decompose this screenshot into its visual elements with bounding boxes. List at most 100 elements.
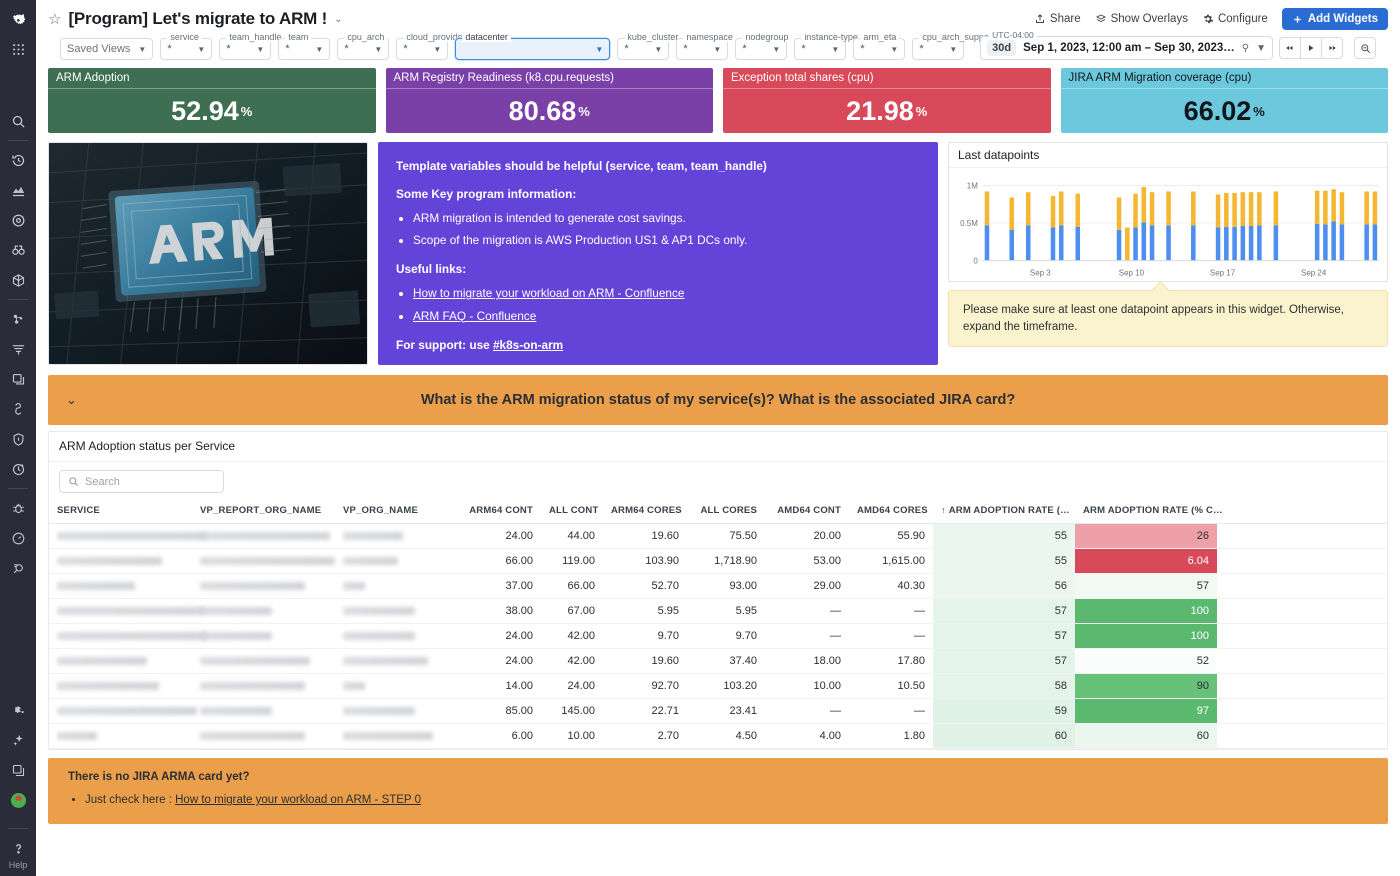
monitors-icon[interactable] (5, 207, 31, 233)
chart-plot-area[interactable]: 0 0.5M 1M Sep 3 Sep 10 Sep 17 Sep 24 (949, 168, 1387, 282)
kpi-value-row: 80.68% (386, 89, 714, 133)
profiler-icon[interactable] (5, 525, 31, 551)
template-var-nodegroup[interactable]: nodegroup * ▼ (735, 33, 792, 60)
integrations-icon[interactable] (5, 697, 31, 723)
chevron-down-icon[interactable]: ▼ (1256, 42, 1266, 54)
confluence-migrate-link[interactable]: How to migrate your workload on ARM - Co… (413, 286, 685, 301)
last-datapoints-widget: Last datapoints 0 0.5M 1M Sep 3 Sep 10 Sep 17… (948, 142, 1388, 282)
layers-icon (1095, 14, 1106, 23)
notebooks-icon[interactable] (5, 555, 31, 581)
user-avatar[interactable] (5, 787, 31, 813)
column-header-10[interactable]: ARM ADOPTION RATE (% C… (1075, 499, 1223, 524)
table-row[interactable]: 24.00 42.00 9.70 9.70— —57 100 (49, 623, 1387, 649)
template-var-arm_eta[interactable]: arm_eta * ▼ (853, 33, 906, 60)
logs-icon[interactable] (5, 336, 31, 362)
column-header-8[interactable]: AMD64 CORES (849, 499, 933, 524)
bar-segment-amd64 (984, 191, 990, 226)
kpi-value: 21.98 (846, 95, 914, 126)
template-var-cloud_provider[interactable]: cloud_provider * ▼ (396, 33, 469, 60)
bar-segment-arm64 (1248, 226, 1254, 261)
confluence-faq-link[interactable]: ARM FAQ - Confluence (413, 308, 537, 323)
callout-text: Please make sure at least one datapoint … (963, 304, 1344, 333)
slack-channel-link[interactable]: #k8s-on-arm (493, 337, 564, 352)
template-var-cpu_arch[interactable]: cpu_arch * ▼ (337, 33, 390, 60)
recent-history-icon[interactable] (5, 147, 31, 173)
watchdog-icon[interactable] (5, 237, 31, 263)
template-var-label: arm_eta (860, 33, 900, 42)
template-var-service[interactable]: service * ▼ (160, 33, 213, 60)
template-var-team[interactable]: team * ▼ (278, 33, 331, 60)
template-var-team_handle[interactable]: team_handle * ▼ (219, 33, 285, 60)
saved-views-dropdown[interactable]: Saved Views ▼ (60, 38, 154, 60)
step-back-button[interactable] (1279, 37, 1301, 59)
metric-cell: 29.00 (765, 573, 849, 599)
redacted-text (200, 632, 272, 641)
chevron-down-icon[interactable]: ⌄ (66, 392, 77, 407)
infrastructure-icon[interactable] (5, 267, 31, 293)
column-header-2[interactable]: VP_ORG_NAME (335, 499, 453, 524)
star-outline-icon[interactable]: ☆ (48, 10, 62, 28)
template-var-value: * (624, 43, 629, 55)
table-row[interactable]: 14.00 24.00 92.70 103.20 10.00 10.50 58 90 (49, 673, 1387, 699)
play-button[interactable] (1300, 37, 1322, 59)
dashboards-icon[interactable] (5, 177, 31, 203)
bar-segment-arm64 (1141, 222, 1147, 261)
column-header-4[interactable]: ALL CONT (541, 499, 603, 524)
column-header-1[interactable]: VP_REPORT_ORG_NAME (192, 499, 335, 524)
redacted-text (200, 582, 305, 591)
template-var-namespace[interactable]: namespace * ▼ (676, 33, 736, 60)
time-preset-badge[interactable]: 30d (987, 40, 1017, 56)
column-header-7[interactable]: AMD64 CONT (765, 499, 849, 524)
table-row[interactable]: 37.00 66.00 52.70 93.00 29.00 40.30 56 57 (49, 573, 1387, 599)
column-header-9[interactable]: ↑ ARM ADOPTION RATE (… (933, 499, 1075, 524)
table-row[interactable]: 85.00 145.00 22.71 23.41— —59 97 (49, 698, 1387, 724)
show-overlays-button[interactable]: Show Overlays (1095, 13, 1188, 25)
table-row[interactable]: 66.00 119.00 103.90 1,718.90 53.00 1,615.00 55… (49, 548, 1387, 574)
apm-icon[interactable] (5, 306, 31, 332)
section-header-migration-status[interactable]: ⌄ What is the ARM migration status of my… (48, 375, 1388, 425)
metric-cell: 4.00 (765, 723, 849, 749)
configure-button[interactable]: Configure (1202, 13, 1268, 25)
error-tracking-icon[interactable] (5, 495, 31, 521)
x-tick-label: Sep 24 (1301, 269, 1327, 278)
column-header-6[interactable]: ALL CORES (687, 499, 765, 524)
search-icon[interactable] (5, 108, 31, 134)
adoption-rate-cell: 58 (933, 673, 1075, 699)
security-icon[interactable] (5, 426, 31, 452)
chevron-down-icon[interactable]: ⌄ (334, 13, 343, 25)
step0-link[interactable]: How to migrate your workload on ARM - ST… (175, 794, 421, 807)
share-button[interactable]: Share (1034, 13, 1081, 25)
table-row[interactable]: 38.00 67.00 5.95 5.95— —57 100 (49, 598, 1387, 624)
search-input[interactable]: Search (59, 470, 224, 493)
template-var-instance-type[interactable]: instance-type * ▼ (794, 33, 861, 60)
rum-icon[interactable] (5, 366, 31, 392)
help-icon[interactable] (5, 835, 31, 861)
redacted-cell (335, 673, 453, 699)
column-header-5[interactable]: ARM64 CORES (603, 499, 687, 524)
template-var-datacenter[interactable]: datacenter ▼ (455, 33, 611, 60)
table-row[interactable]: 6.00 10.00 2.70 4.50 4.00 1.80 60 60 (49, 723, 1387, 749)
redacted-text (343, 582, 365, 591)
column-header-0[interactable]: SERVICE (49, 499, 192, 524)
redacted-cell (49, 598, 205, 624)
bar-segment-arm64 (1116, 229, 1122, 261)
metric-cell: 66.00 (453, 548, 541, 574)
redacted-text (200, 657, 310, 666)
add-widgets-button[interactable]: Add Widgets (1281, 8, 1388, 30)
synthetics-icon[interactable] (5, 396, 31, 422)
column-header-3[interactable]: ARM64 CONT (453, 499, 541, 524)
copy-icon[interactable] (5, 757, 31, 783)
bar-segment-arm64 (1058, 225, 1064, 261)
table-row[interactable]: 24.00 44.00 19.60 75.50 20.00 55.90 55 26 (49, 523, 1387, 549)
apps-grid-icon[interactable] (5, 36, 31, 62)
table-row[interactable]: 24.00 42.00 19.60 37.40 18.00 17.80 57 52 (49, 648, 1387, 674)
zoom-out-button[interactable] (1354, 37, 1376, 59)
template-var-cpu_arch_supported[interactable]: cpu_arch_supported * ▼ (912, 33, 1008, 60)
bits-ai-icon[interactable] (5, 727, 31, 753)
step-forward-button[interactable] (1321, 37, 1343, 59)
datadog-logo-icon[interactable] (5, 6, 31, 32)
ci-icon[interactable] (5, 456, 31, 482)
pin-icon[interactable]: ⚲ (1241, 42, 1250, 54)
template-var-kube_cluster_name[interactable]: kube_cluster_name * ▼ (617, 33, 709, 60)
time-range-picker[interactable]: UTC-04:00 30d Sep 1, 2023, 12:00 am – Se… (980, 31, 1273, 60)
